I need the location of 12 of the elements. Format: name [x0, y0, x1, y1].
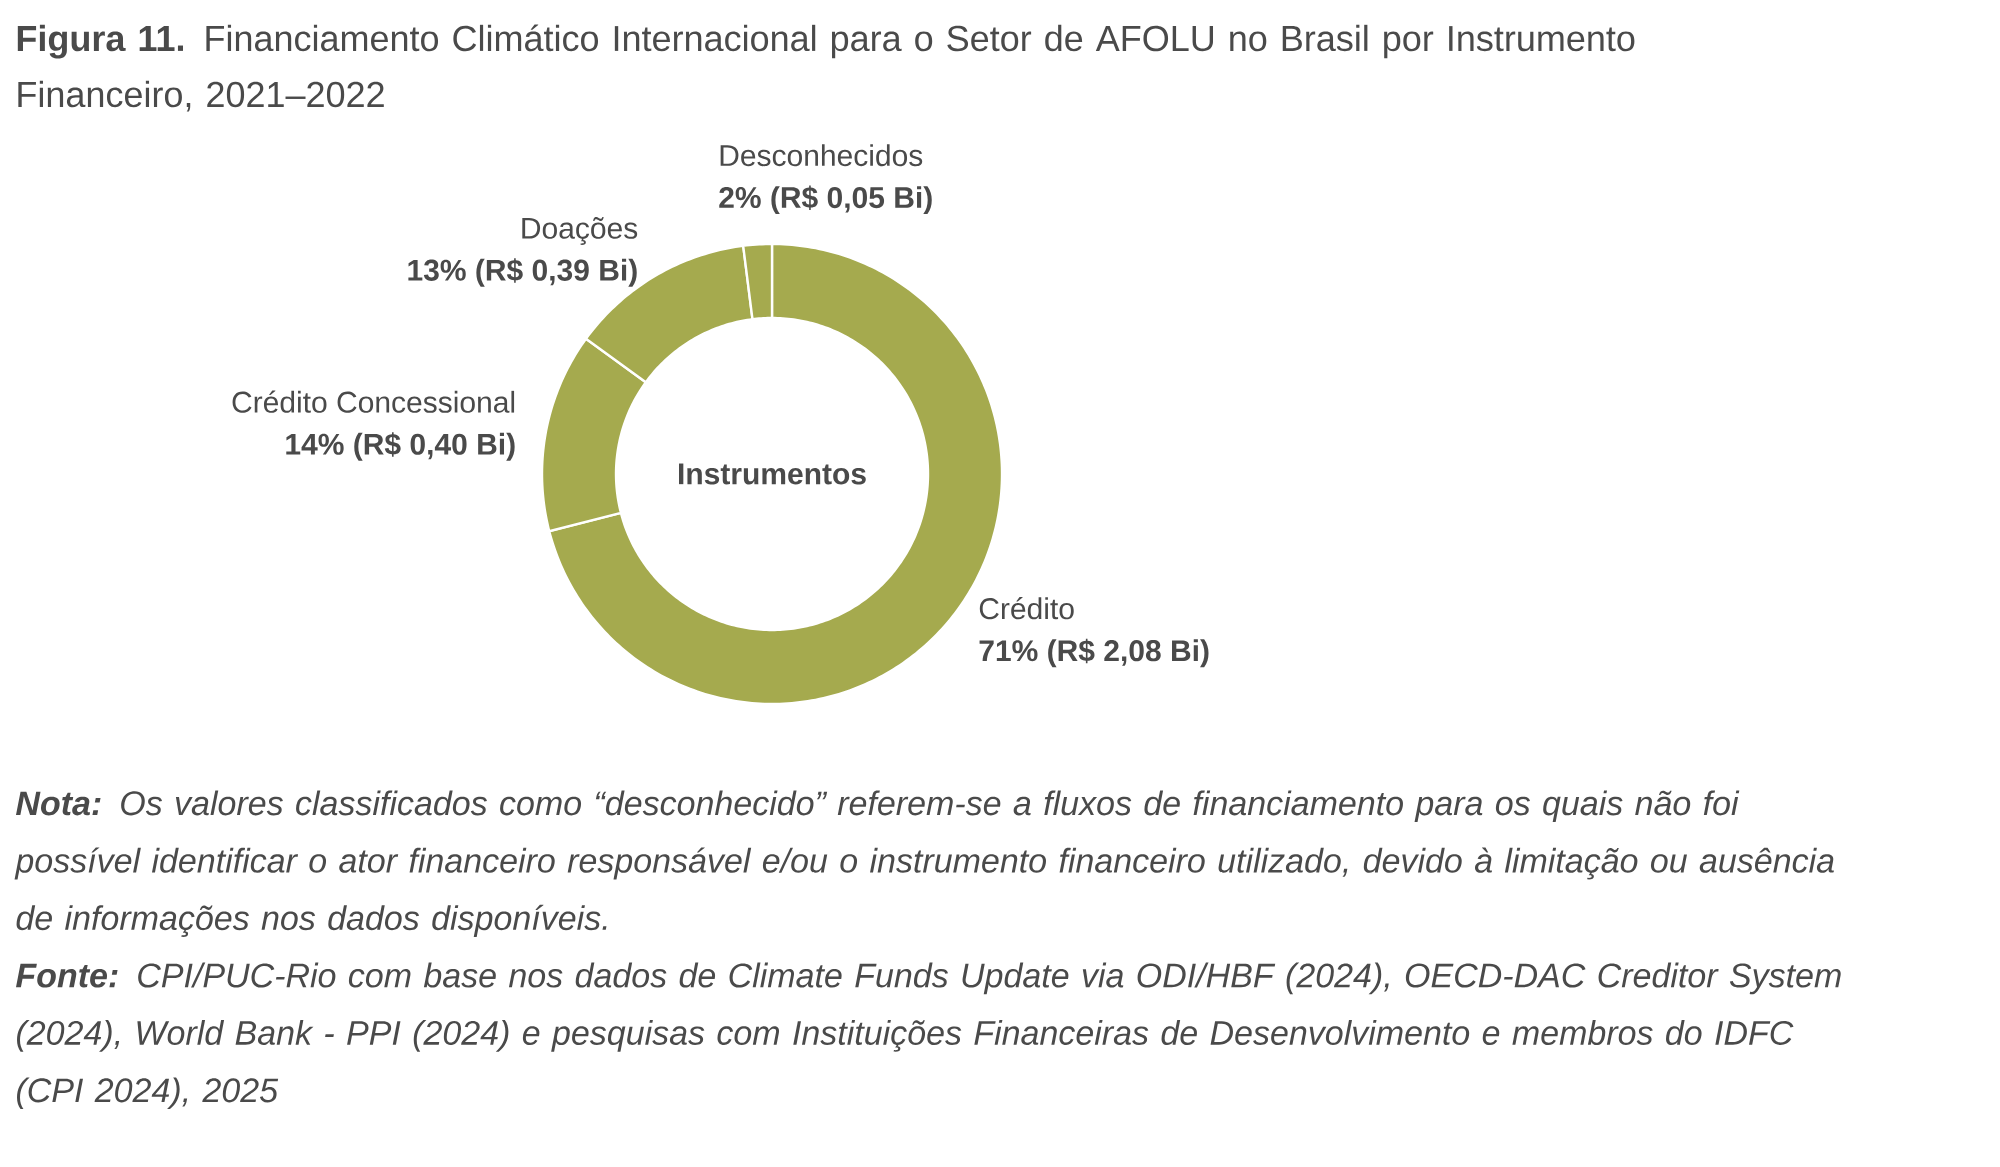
- slice-label: Crédito Concessional: [232, 390, 515, 413]
- text: Nota: Os valores classificados como “desconhecido” referem-se a fluxos de financiamento para os quais não foi possível identificar o ator financeiro responsável e/ou o instrumento financeiro utilizado, devido à limitação ou ausência de informações nos dados disponíveis.: [14, 790, 1834, 937]
- text: Instrumentos: [679, 463, 866, 485]
- slice-label: Crédito: [979, 596, 1074, 620]
- slice-label: Desconhecidos: [720, 144, 923, 167]
- chart-title: Figura 11. Financiamento Climático Internacional para o Setor de AFOLU no Brasil por Instrumento Financeiro, 2021–2022: [17, 24, 1635, 112]
- text: Fonte: CPI/PUC-Rio com base nos dados de Climate Funds Update via ODI/HBF (2024), OECD-DAC Creditor System (2024), World Bank - PPI (2024) e pesquisas com Instituições Financeiras de Desenvolvimento e membros do IDFC (CPI 2024), 2025: [16, 962, 1841, 1110]
- data-label: 13% (R$ 0,39 Bi): [408, 258, 637, 287]
- data-label: 2% (R$ 0,05 Bi): [719, 185, 932, 215]
- data-label: 14% (R$ 0,40 Bi): [286, 432, 515, 461]
- data-label: 71% (R$ 2,08 Bi): [979, 638, 1209, 668]
- slice-label: Doações: [522, 217, 638, 245]
